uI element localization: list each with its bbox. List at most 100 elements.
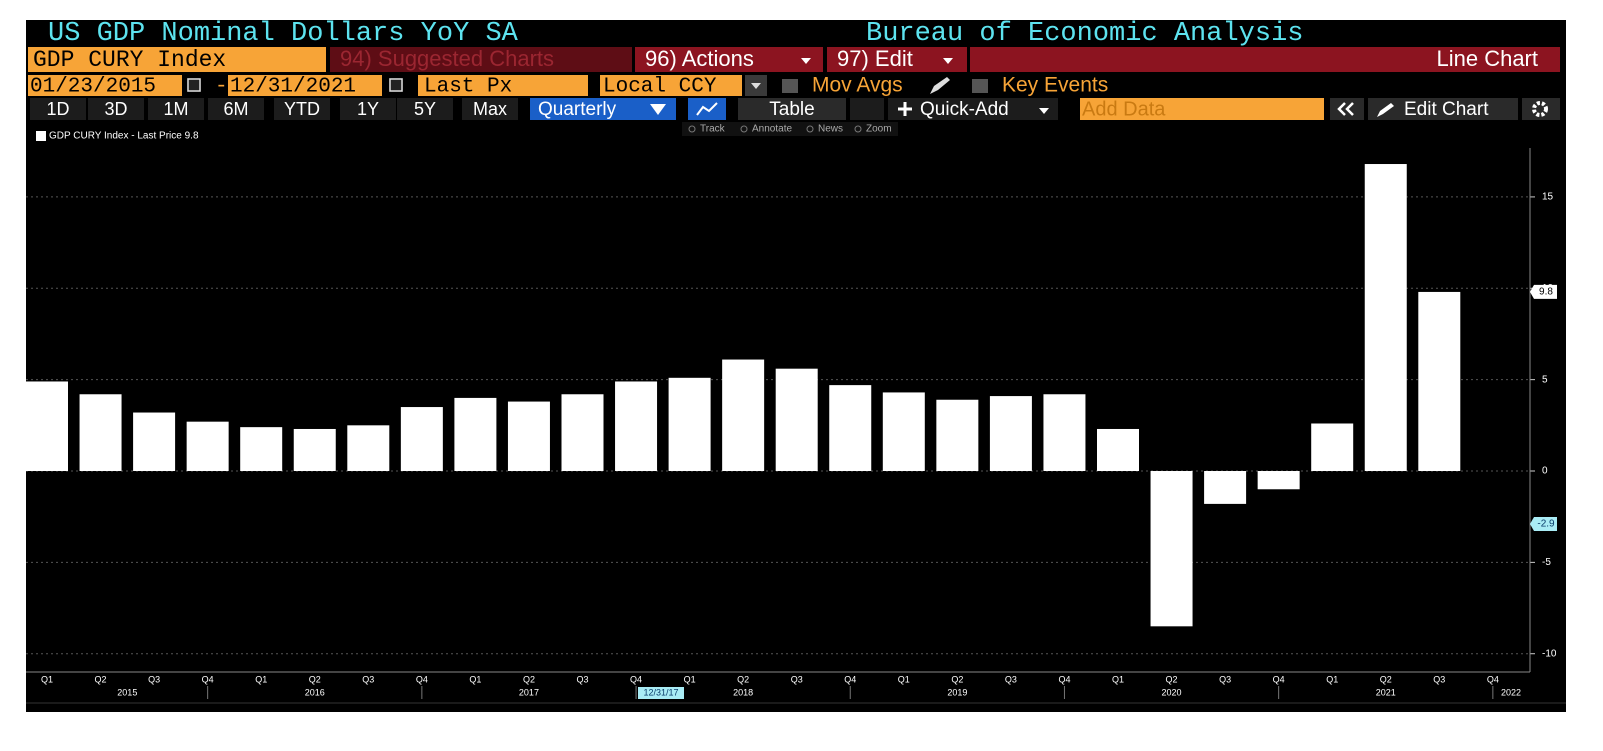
period-button[interactable] bbox=[88, 98, 144, 120]
currency: Local CCY bbox=[603, 76, 717, 99]
x-tick-label: Q4 bbox=[630, 674, 642, 684]
bars bbox=[26, 164, 1461, 627]
x-tick-label: Q4 bbox=[1487, 674, 1499, 684]
period-label[interactable]: 3D bbox=[104, 99, 127, 119]
source: Bureau of Economic Analysis bbox=[866, 19, 1303, 49]
security: GDP CURY Index bbox=[33, 47, 226, 73]
bar bbox=[1364, 164, 1407, 472]
x-tick-label: Q3 bbox=[576, 674, 588, 684]
x-tick-label: Q2 bbox=[309, 674, 321, 684]
actions-button[interactable] bbox=[635, 47, 823, 72]
period-label[interactable]: Max bbox=[473, 99, 507, 119]
tool-label[interactable]: Track bbox=[700, 124, 726, 135]
calendar-icon[interactable] bbox=[389, 78, 403, 92]
collapse-icon bbox=[1337, 102, 1354, 116]
frequency-arrow bbox=[650, 104, 666, 115]
quick-add-arrow bbox=[1039, 108, 1049, 114]
bar bbox=[400, 407, 443, 472]
period-button[interactable] bbox=[462, 98, 518, 120]
period-label[interactable]: 1D bbox=[46, 99, 69, 119]
blank-button bbox=[850, 98, 884, 120]
edit-chart-pen bbox=[1377, 103, 1394, 117]
frequency: Quarterly bbox=[538, 99, 617, 120]
edit-arrow bbox=[943, 58, 953, 64]
x-tick-label: Q2 bbox=[1380, 674, 1392, 684]
legend-swatch bbox=[36, 131, 46, 141]
bar bbox=[989, 396, 1032, 472]
bar bbox=[1257, 471, 1300, 490]
bar bbox=[936, 399, 979, 472]
x-tick-label: Q3 bbox=[1005, 674, 1017, 684]
actions-arrow bbox=[801, 58, 811, 64]
start-date-box[interactable] bbox=[28, 75, 182, 96]
tool-label[interactable]: News bbox=[818, 124, 843, 135]
year-label: 2021 bbox=[1376, 687, 1396, 697]
chart-type-bar[interactable] bbox=[970, 47, 1560, 72]
bar bbox=[1150, 471, 1193, 627]
x-tick-label: Q4 bbox=[1058, 674, 1070, 684]
date-separator: - bbox=[215, 76, 228, 99]
period-label[interactable]: 1Y bbox=[357, 99, 379, 119]
pen-icon bbox=[930, 77, 950, 94]
edit-button[interactable] bbox=[827, 47, 967, 72]
year-label: 2022 bbox=[1501, 687, 1521, 697]
bar bbox=[26, 381, 68, 472]
quick-add: Quick-Add bbox=[920, 99, 1009, 120]
x-tick-label: Q1 bbox=[898, 674, 910, 684]
period-button[interactable] bbox=[397, 98, 453, 120]
legend: GDP CURY Index - Last Price 9.8 bbox=[49, 131, 199, 142]
edit-chart-button[interactable] bbox=[1368, 98, 1518, 120]
period-button[interactable] bbox=[148, 98, 204, 120]
x-tick-label: Q3 bbox=[148, 674, 160, 684]
bar bbox=[1097, 428, 1139, 472]
x-tick-label: Q2 bbox=[951, 674, 963, 684]
tool-icon bbox=[854, 125, 862, 133]
mov-avgs-checkbox[interactable] bbox=[782, 79, 798, 93]
suggested: 94) Suggested Charts bbox=[340, 46, 554, 71]
period-button[interactable] bbox=[274, 98, 330, 120]
bar bbox=[293, 428, 336, 472]
x-tick-label: Q1 bbox=[41, 674, 53, 684]
x-tick-label: Q4 bbox=[202, 674, 214, 684]
end-date-box[interactable] bbox=[228, 75, 382, 96]
x-tick-label: Q3 bbox=[1433, 674, 1445, 684]
period-button[interactable] bbox=[208, 98, 264, 120]
period-label[interactable]: 1M bbox=[163, 99, 188, 119]
key-events-checkbox[interactable] bbox=[972, 79, 988, 93]
period-label[interactable]: 6M bbox=[223, 99, 248, 119]
y-tick-label: -5 bbox=[1542, 557, 1551, 568]
add-data: Add Data bbox=[1082, 98, 1166, 120]
year-label: 2018 bbox=[733, 687, 753, 697]
axis-marker-box bbox=[1530, 516, 1557, 531]
x-tick-label: Q1 bbox=[255, 674, 267, 684]
bar bbox=[133, 412, 176, 472]
tool-icon bbox=[688, 125, 696, 133]
period-label[interactable]: 5Y bbox=[414, 99, 436, 119]
frequency-button[interactable] bbox=[530, 98, 676, 120]
bar bbox=[1418, 291, 1461, 472]
currency-box[interactable] bbox=[600, 75, 742, 96]
calendar-frame bbox=[187, 78, 201, 92]
calendar-icon[interactable] bbox=[187, 78, 201, 92]
table-button[interactable] bbox=[738, 98, 846, 120]
bar bbox=[882, 392, 925, 472]
period-label[interactable]: YTD bbox=[284, 99, 320, 119]
suggested-button[interactable] bbox=[330, 47, 632, 72]
bar bbox=[561, 394, 604, 472]
field-box[interactable] bbox=[418, 75, 588, 96]
bar bbox=[722, 359, 765, 472]
bar bbox=[668, 377, 711, 472]
tool-label[interactable]: Annotate bbox=[752, 124, 792, 135]
bar bbox=[829, 385, 872, 472]
x-tick-label: Q4 bbox=[416, 674, 428, 684]
x-tick-label: Q2 bbox=[1166, 674, 1178, 684]
tool-label[interactable]: Zoom bbox=[866, 124, 892, 135]
quick-add-button[interactable] bbox=[888, 98, 1058, 120]
period-button[interactable] bbox=[30, 98, 86, 120]
security-box[interactable] bbox=[28, 47, 326, 72]
add-data-box[interactable] bbox=[1080, 98, 1324, 120]
x-tick-label: Q3 bbox=[362, 674, 374, 684]
period-button[interactable] bbox=[340, 98, 396, 120]
settings-button[interactable] bbox=[1522, 98, 1560, 120]
year-label: 2017 bbox=[519, 687, 539, 697]
